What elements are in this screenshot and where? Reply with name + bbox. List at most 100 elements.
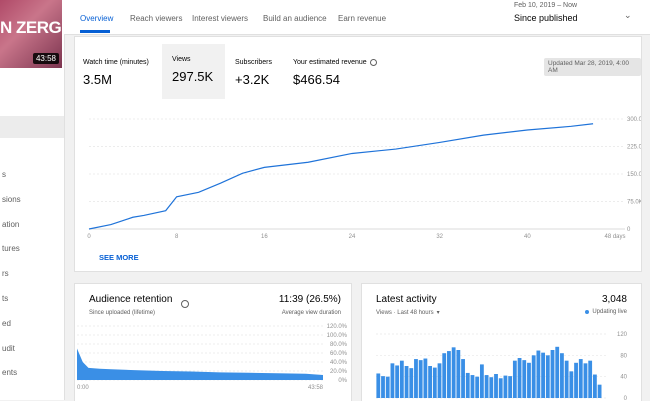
x-tick-label: 0:00 xyxy=(77,385,89,391)
thumbnail-title: N ZERG xyxy=(0,18,62,37)
metric-watch-time[interactable]: Watch time (minutes) 3.5M xyxy=(83,47,153,101)
activity-bar xyxy=(385,376,390,398)
y-tick-label: 0% xyxy=(338,378,347,384)
activity-bar xyxy=(597,384,602,398)
activity-bar xyxy=(588,360,593,398)
retention-title: Audience retention xyxy=(89,294,173,305)
metric-label: Views xyxy=(172,56,191,63)
sidebar-item-4[interactable]: tures xyxy=(2,244,20,253)
x-tick-label: 48 days xyxy=(604,234,625,240)
date-range-dates[interactable]: Feb 10, 2019 – Now xyxy=(514,2,578,9)
activity-bar xyxy=(522,360,527,398)
activity-bar xyxy=(564,360,569,398)
left-sidebar: N ZERG 43:58 s sions ation tures rs ts e… xyxy=(0,0,65,400)
x-tick-label: 0 xyxy=(87,234,91,240)
views-line-chart[interactable]: 0 75.0K 150.0K 225.0K 300.0K 0 8 16 24 32 40 48 day… xyxy=(75,97,641,247)
sidebar-active-item[interactable] xyxy=(0,116,64,138)
activity-bar xyxy=(428,366,432,398)
sidebar-item-6[interactable]: ts xyxy=(2,294,9,303)
y-tick-label: 0 xyxy=(627,227,631,233)
tab-build-audience[interactable]: Build an audience xyxy=(263,14,327,23)
y-tick-label: 80 xyxy=(620,353,627,359)
updated-timestamp: Updated Mar 28, 2019, 4:00 AM xyxy=(544,58,641,76)
activity-bar xyxy=(399,360,404,398)
overview-card: Watch time (minutes) 3.5M Views 297.5K S… xyxy=(74,36,642,272)
sidebar-item-2[interactable]: sions xyxy=(2,195,21,204)
activity-bar xyxy=(541,352,545,398)
retention-value: 11:39 (26.5%) xyxy=(278,294,341,305)
activity-period-dropdown[interactable]: Views · Last 48 hours ▾ xyxy=(376,309,440,317)
metric-value: +3.2K xyxy=(235,72,270,87)
y-tick-label: 300.0K xyxy=(627,117,641,123)
metric-revenue[interactable]: Your estimated revenue $466.54 xyxy=(293,47,393,101)
activity-bar xyxy=(555,346,560,398)
activity-bar xyxy=(390,363,395,398)
retention-area-chart[interactable]: 0% 20.0% 40.0% 60.0% 80.0% 100.0% 120.0% 0:00 43… xyxy=(75,320,351,401)
activity-title: Latest activity xyxy=(376,294,437,305)
activity-bar xyxy=(531,355,536,398)
activity-bar xyxy=(550,350,555,398)
metric-value: 297.5K xyxy=(172,69,214,84)
tab-overview[interactable]: Overview xyxy=(80,14,114,23)
activity-bar xyxy=(592,374,597,398)
tab-interest-viewers[interactable]: Interest viewers xyxy=(192,14,249,23)
activity-bar xyxy=(527,362,531,398)
tab-reach-viewers[interactable]: Reach viewers xyxy=(130,14,183,23)
activity-bar xyxy=(376,373,381,398)
see-more-link[interactable]: SEE MORE xyxy=(99,253,139,262)
activity-bar xyxy=(409,368,414,398)
sidebar-item-9[interactable]: ents xyxy=(2,368,18,377)
activity-bar xyxy=(395,365,400,398)
thumbnail-duration: 43:58 xyxy=(32,53,59,64)
sidebar-item-3[interactable]: ation xyxy=(2,220,20,229)
sidebar-item-5[interactable]: rs xyxy=(2,269,9,278)
activity-bar xyxy=(465,372,470,398)
activity-bar xyxy=(461,359,465,398)
y-tick-label: 20.0% xyxy=(330,369,348,375)
activity-bar xyxy=(508,376,513,398)
y-tick-label: 150.0K xyxy=(627,172,641,178)
y-tick-label: 225.0K xyxy=(627,145,641,151)
info-icon[interactable] xyxy=(369,59,377,66)
metric-subscribers[interactable]: Subscribers +3.2K xyxy=(235,47,290,101)
date-range-label[interactable]: Since published xyxy=(514,13,578,23)
activity-bar-chart[interactable]: 0 40 80 120 xyxy=(362,320,641,401)
activity-bar xyxy=(560,353,564,398)
activity-value: 3,048 xyxy=(601,294,627,305)
activity-bar xyxy=(512,360,517,398)
activity-bar xyxy=(484,375,489,398)
y-tick-label: 40.0% xyxy=(330,360,348,366)
views-series-line xyxy=(88,123,594,230)
x-tick-label: 32 xyxy=(436,234,443,240)
x-tick-label: 8 xyxy=(175,234,179,240)
video-thumbnail[interactable]: N ZERG 43:58 xyxy=(0,0,62,68)
x-tick-label: 43:58 xyxy=(308,385,324,391)
active-tab-indicator xyxy=(80,30,110,33)
analytics-tab-bar: Overview Reach viewers Interest viewers … xyxy=(64,0,650,35)
activity-bar xyxy=(432,367,437,398)
metric-value: $466.54 xyxy=(293,72,340,87)
activity-bar xyxy=(475,376,480,398)
retention-subtitle: Since uploaded (lifetime) xyxy=(89,310,156,316)
sidebar-item-1[interactable]: s xyxy=(2,170,6,179)
chevron-down-icon[interactable]: ⌄ xyxy=(624,10,632,20)
metric-label: Subscribers xyxy=(235,59,272,66)
activity-bar xyxy=(470,375,475,398)
activity-bar xyxy=(574,362,578,398)
retention-area xyxy=(77,348,323,380)
tab-earn-revenue[interactable]: Earn revenue xyxy=(338,14,387,23)
sidebar-item-8[interactable]: udit xyxy=(2,344,15,353)
activity-bar xyxy=(498,378,503,398)
caret-down-icon: ▾ xyxy=(436,310,440,316)
activity-bar xyxy=(451,347,456,398)
metric-label: Watch time (minutes) xyxy=(83,59,149,66)
sidebar-item-7[interactable]: ed xyxy=(2,319,11,328)
y-tick-label: 60.0% xyxy=(330,351,348,357)
activity-bar xyxy=(583,363,588,398)
info-icon[interactable] xyxy=(181,295,189,313)
retention-caption: Average view duration xyxy=(281,310,341,316)
metric-views[interactable]: Views 297.5K xyxy=(162,44,225,99)
activity-bar xyxy=(447,351,451,398)
y-tick-label: 120 xyxy=(617,332,628,338)
activity-bar xyxy=(381,376,385,398)
